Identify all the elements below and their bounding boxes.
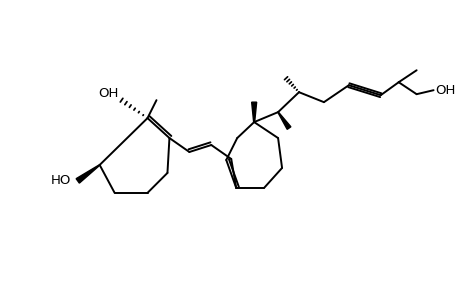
Polygon shape <box>251 102 256 122</box>
Polygon shape <box>277 112 290 129</box>
Text: HO: HO <box>50 174 71 188</box>
Text: OH: OH <box>98 87 118 100</box>
Polygon shape <box>76 165 100 183</box>
Text: OH: OH <box>435 84 455 97</box>
